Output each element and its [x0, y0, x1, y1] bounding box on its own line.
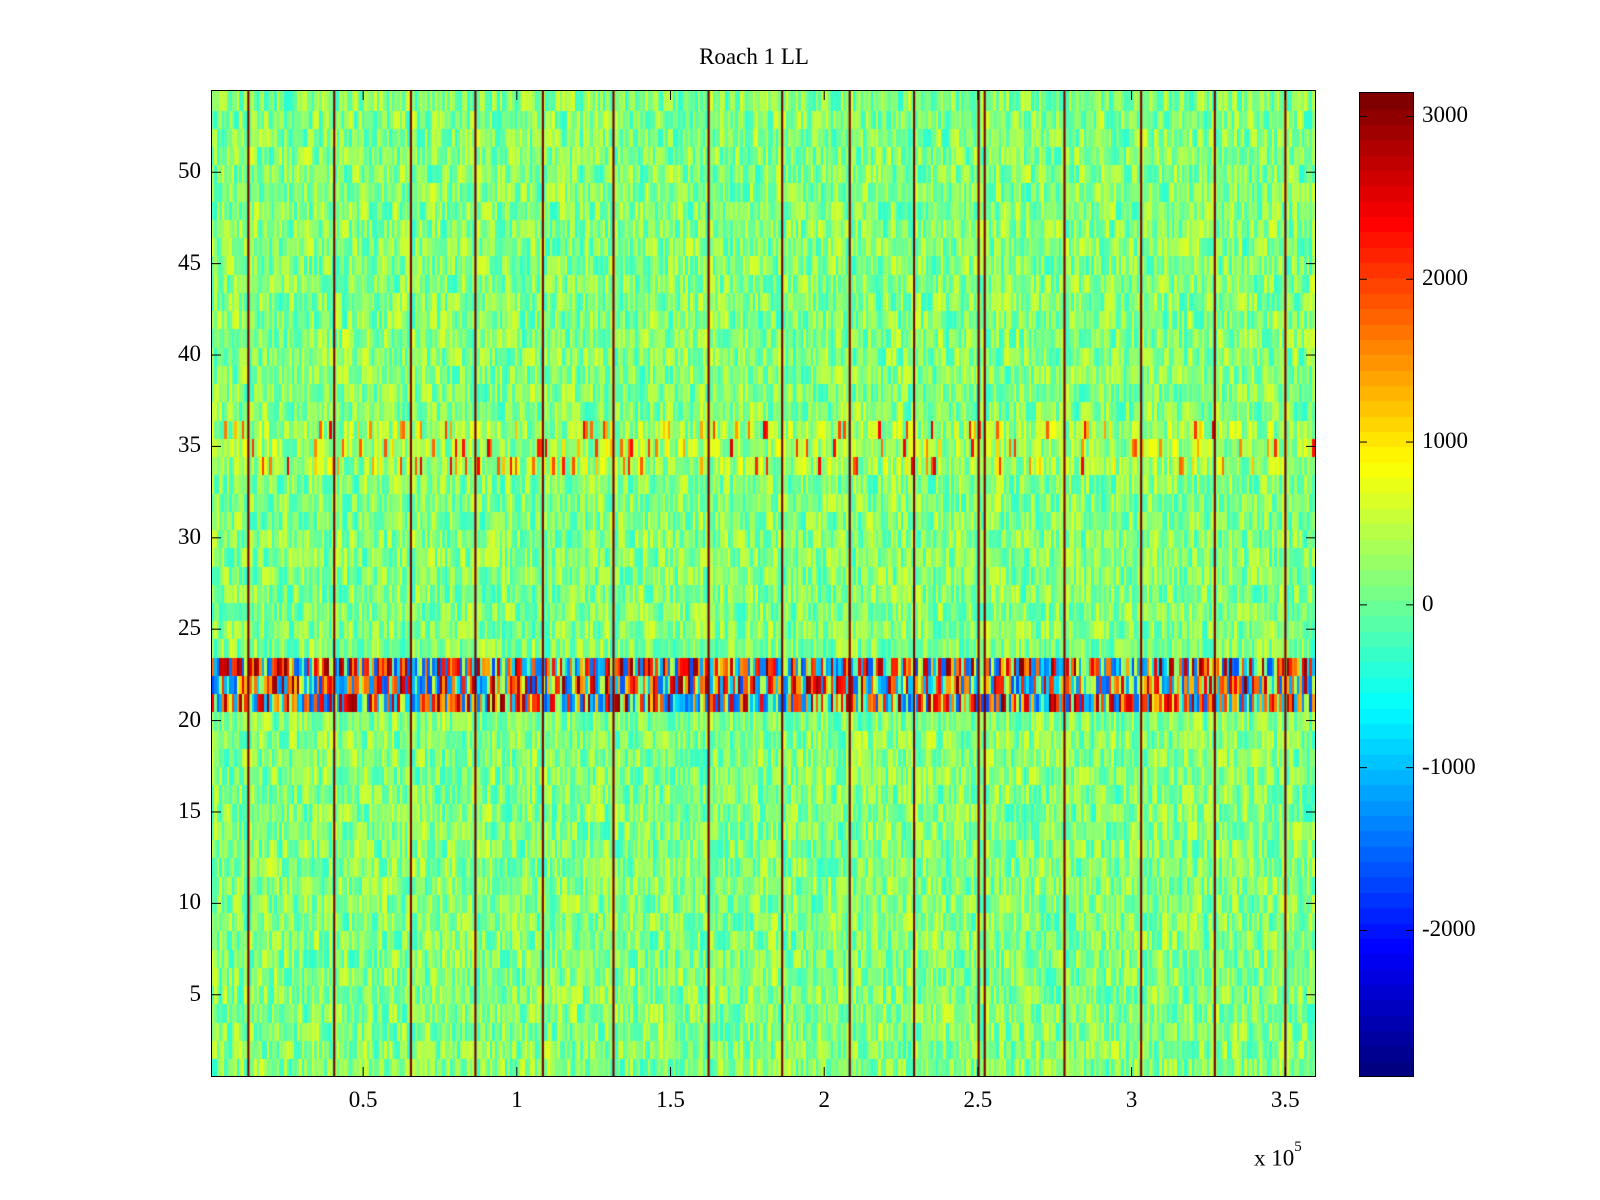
y-tick-label: 40: [178, 341, 201, 367]
heatmap-plot-area: [211, 90, 1316, 1077]
colorbar-tick-label: 3000: [1422, 102, 1468, 128]
colorbar: [1359, 92, 1414, 1077]
colorbar-tick-label: 1000: [1422, 428, 1468, 454]
x-tick-label: 1: [511, 1087, 523, 1112]
colorbar-tick-label: -1000: [1422, 753, 1476, 779]
x-multiplier-exponent: 5: [1294, 1139, 1302, 1155]
y-tick-label: 35: [178, 432, 201, 458]
y-tick-label: 45: [178, 249, 201, 275]
chart-title: Roach 1 LL: [699, 44, 809, 69]
x-multiplier-label: x 105: [1254, 1139, 1302, 1172]
y-tick-label: 5: [189, 980, 202, 1006]
x-multiplier-base: x 10: [1254, 1145, 1295, 1171]
y-tick-label: 20: [178, 706, 201, 732]
colorbar-tick-label: -2000: [1422, 916, 1476, 942]
y-tick-label: 10: [178, 889, 201, 915]
x-tick-label: 2: [818, 1087, 830, 1112]
y-tick-label: 25: [178, 615, 201, 641]
x-tick-label: 0.5: [348, 1087, 378, 1112]
y-tick-label: 30: [178, 523, 201, 549]
colorbar-tick-label: 2000: [1422, 265, 1468, 291]
x-tick-label: 3: [1125, 1087, 1138, 1112]
x-tick-label: 2.5: [963, 1087, 993, 1112]
colorbar-tick-label: 0: [1422, 590, 1434, 616]
x-tick-label: 3.5: [1270, 1087, 1300, 1112]
heatmap-image: [212, 91, 1315, 1076]
y-tick-label: 15: [178, 797, 201, 823]
y-tick-label: 50: [178, 158, 201, 184]
x-tick-label: 1.5: [656, 1087, 685, 1112]
colorbar-gradient: [1360, 93, 1413, 1076]
